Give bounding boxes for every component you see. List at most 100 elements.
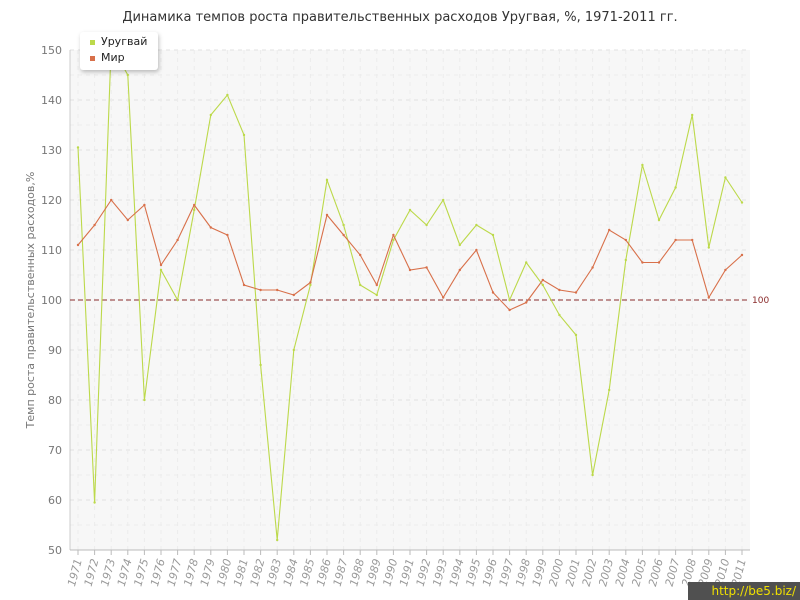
data-point-world (375, 283, 378, 287)
data-point-world (541, 278, 544, 282)
data-point-world (442, 296, 445, 299)
data-point-world (458, 268, 461, 272)
data-point-uruguay (276, 538, 279, 542)
data-point-uruguay (525, 261, 528, 264)
reference-line: 100 (70, 296, 769, 306)
data-point-uruguay (242, 133, 246, 137)
y-axis-label: Темп роста правительственных расходов,% (24, 172, 37, 430)
data-point-uruguay (342, 223, 345, 227)
data-point-world (508, 308, 511, 312)
legend-label-uruguay: Уругвай (101, 35, 148, 48)
data-point-world (309, 281, 312, 284)
data-point-uruguay (558, 313, 561, 317)
y-tick-label: 70 (48, 444, 62, 457)
data-point-world (126, 218, 129, 222)
legend-swatch-uruguay (90, 39, 95, 45)
data-point-uruguay (458, 243, 461, 247)
data-point-world (724, 268, 727, 272)
data-point-world (691, 238, 694, 242)
x-tick-labels: 1971197219731974197519761977197819791980… (65, 557, 749, 587)
y-tick-label: 100 (41, 294, 62, 307)
data-point-world (574, 291, 578, 294)
data-point-world (624, 238, 627, 242)
data-point-world (259, 288, 262, 292)
data-point-uruguay (259, 363, 262, 367)
legend-item-world[interactable]: Мир (90, 51, 125, 65)
data-point-world (93, 223, 96, 227)
data-point-world (276, 288, 279, 292)
data-point-world (159, 263, 163, 267)
legend-label-world: Мир (101, 51, 125, 64)
legend-item-uruguay[interactable]: Уругвай (90, 35, 147, 49)
data-point-uruguay (309, 283, 312, 287)
y-tick-label: 150 (41, 44, 62, 57)
data-point-world (475, 248, 478, 252)
data-point-world (226, 233, 229, 237)
data-point-world (342, 233, 345, 237)
data-point-uruguay (724, 176, 727, 179)
data-point-world (491, 291, 495, 294)
data-point-world (242, 283, 246, 287)
data-point-uruguay (574, 333, 578, 337)
data-point-uruguay (608, 388, 611, 392)
data-point-uruguay (392, 238, 395, 242)
data-point-uruguay (491, 233, 495, 237)
series-lines (76, 50, 744, 542)
data-point-uruguay (176, 298, 179, 302)
data-point-uruguay (541, 283, 544, 287)
data-point-uruguay (408, 208, 412, 212)
data-point-uruguay (591, 473, 594, 477)
data-point-world (176, 238, 179, 242)
data-point-uruguay (325, 178, 329, 182)
data-point-uruguay (475, 223, 478, 227)
watermark[interactable]: http://be5.biz/ (688, 582, 800, 600)
data-point-world (591, 266, 594, 269)
data-point-uruguay (641, 163, 644, 167)
data-point-uruguay (442, 198, 445, 202)
data-point-uruguay (359, 283, 362, 287)
data-point-world (408, 268, 412, 272)
data-point-uruguay (691, 113, 694, 117)
data-point-uruguay (657, 218, 661, 222)
data-point-world (76, 243, 80, 247)
data-point-uruguay (126, 73, 129, 77)
y-tick-label: 110 (41, 244, 62, 257)
data-point-world (657, 261, 661, 264)
data-point-uruguay (375, 293, 378, 297)
data-point-world (110, 198, 113, 202)
y-tick-label: 120 (41, 194, 62, 207)
data-point-world (608, 228, 611, 232)
y-tick-label: 90 (48, 344, 62, 357)
data-point-world (359, 253, 362, 257)
data-point-uruguay (226, 93, 229, 97)
data-point-uruguay (292, 348, 295, 352)
data-point-world (674, 238, 677, 242)
y-tick-label: 60 (48, 494, 62, 507)
data-point-uruguay (740, 201, 744, 204)
data-point-world (292, 293, 295, 297)
y-tick-label: 130 (41, 144, 62, 157)
legend-swatch-world (90, 55, 95, 61)
y-tick-label: 140 (41, 94, 62, 107)
y-tick-labels: 50 60 70 80 90 100 110 120 130 140 150 (41, 44, 62, 557)
data-point-world (193, 203, 196, 207)
data-point-world (641, 261, 644, 264)
data-point-world (392, 233, 395, 237)
data-point-world (425, 266, 428, 269)
data-point-uruguay (508, 298, 511, 302)
data-point-uruguay (159, 268, 163, 272)
data-point-world (325, 213, 329, 217)
data-point-world (558, 288, 561, 292)
data-point-uruguay (425, 223, 428, 227)
data-point-world (707, 296, 710, 299)
legend: Уругвай Мир (80, 32, 158, 70)
data-point-uruguay (674, 186, 677, 189)
data-point-uruguay (93, 501, 96, 504)
data-point-world (525, 301, 528, 304)
y-tick-label: 80 (48, 394, 62, 407)
data-point-world (143, 203, 146, 207)
data-point-world (740, 253, 744, 257)
data-point-world (209, 226, 212, 229)
data-point-uruguay (209, 113, 212, 117)
